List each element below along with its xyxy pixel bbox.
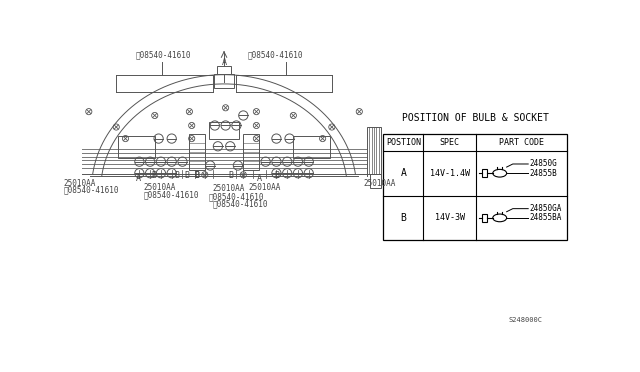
Text: B: B [195, 171, 200, 180]
Text: 25010AA: 25010AA [249, 183, 281, 192]
Text: 25010AA: 25010AA [63, 179, 96, 188]
Bar [367, 126, 381, 174]
Text: Ⓝ08540-41610: Ⓝ08540-41610 [209, 192, 264, 201]
Text: A: A [257, 173, 261, 183]
Text: 24850G: 24850G [530, 160, 557, 169]
Bar [118, 136, 155, 158]
Bar [67, 174, 78, 188]
Text: 24855BA: 24855BA [530, 214, 562, 222]
Text: 24850GA: 24850GA [530, 204, 562, 213]
Bar [217, 66, 231, 74]
Bar [243, 134, 259, 170]
Text: Ⓝ08540-41610: Ⓝ08540-41610 [247, 51, 303, 60]
Text: 25010AA: 25010AA [363, 179, 396, 188]
Text: SPEC: SPEC [440, 138, 460, 147]
Bar [370, 174, 381, 188]
Text: B: B [184, 171, 189, 180]
Text: A: A [136, 173, 141, 183]
Text: 14V-1.4W: 14V-1.4W [429, 169, 470, 178]
Text: Ⓝ08540-41610: Ⓝ08540-41610 [136, 51, 191, 60]
Text: B: B [151, 171, 156, 180]
Bar [482, 169, 488, 177]
Bar [189, 134, 205, 170]
Text: Ⓝ08540-41610: Ⓝ08540-41610 [143, 190, 198, 199]
Text: 14V-3W: 14V-3W [435, 214, 465, 222]
Text: Ⓝ08540-41610: Ⓝ08540-41610 [63, 186, 119, 195]
Text: S248000C: S248000C [508, 317, 542, 323]
Text: PART CODE: PART CODE [499, 138, 544, 147]
Bar [209, 122, 239, 139]
Bar [482, 214, 488, 222]
Text: POSITION OF BULB & SOCKET: POSITION OF BULB & SOCKET [402, 113, 548, 123]
Bar [67, 126, 81, 174]
Text: B: B [228, 171, 233, 180]
Text: B: B [274, 171, 279, 180]
Text: B: B [174, 171, 179, 180]
Bar [383, 134, 566, 240]
Text: POSTION: POSTION [386, 138, 421, 147]
Text: 25010AA: 25010AA [143, 183, 175, 192]
Text: Ⓝ08540-41610: Ⓝ08540-41610 [212, 200, 268, 209]
Text: 24855B: 24855B [530, 169, 557, 178]
Bar [293, 136, 330, 158]
Text: A: A [401, 168, 406, 178]
Bar [214, 74, 234, 88]
Text: 25010AA: 25010AA [212, 184, 245, 193]
Text: B: B [401, 213, 406, 223]
Text: B: B [195, 171, 200, 180]
Text: A: A [221, 58, 227, 67]
